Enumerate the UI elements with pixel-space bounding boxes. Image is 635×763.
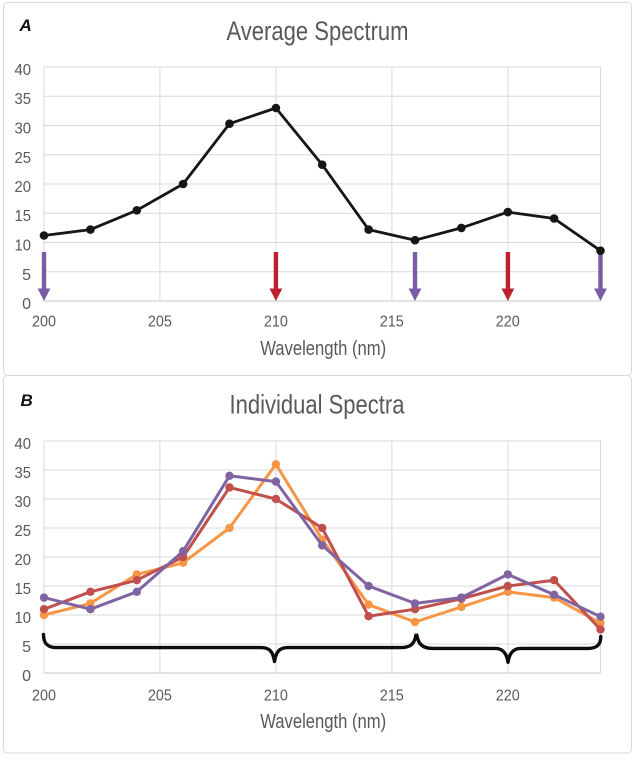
svg-text:205: 205	[148, 688, 172, 705]
svg-text:20: 20	[15, 179, 32, 196]
svg-text:20: 20	[15, 552, 32, 569]
svg-text:0: 0	[22, 296, 31, 313]
svg-text:35: 35	[15, 91, 32, 108]
svg-text:25: 25	[15, 150, 32, 167]
svg-text:30: 30	[15, 494, 32, 511]
svg-text:15: 15	[15, 581, 32, 598]
svg-text:5: 5	[22, 639, 31, 656]
svg-text:5: 5	[22, 267, 31, 284]
svg-text:210: 210	[264, 314, 288, 331]
svg-text:220: 220	[496, 688, 520, 705]
svg-text:40: 40	[15, 436, 32, 453]
svg-text:Average Spectrum: Average Spectrum	[227, 16, 409, 46]
svg-text:10: 10	[15, 238, 32, 255]
svg-text:0: 0	[22, 668, 31, 685]
svg-text:30: 30	[15, 121, 32, 138]
svg-text:215: 215	[380, 688, 404, 705]
svg-text:A: A	[19, 16, 32, 35]
svg-text:25: 25	[15, 523, 32, 540]
svg-text:Wavelength (nm): Wavelength (nm)	[260, 711, 386, 733]
svg-text:210: 210	[264, 688, 288, 705]
svg-text:220: 220	[496, 314, 520, 331]
svg-text:10: 10	[15, 610, 32, 627]
svg-text:215: 215	[380, 314, 404, 331]
svg-text:205: 205	[148, 314, 172, 331]
svg-text:40: 40	[15, 62, 32, 79]
svg-text:Individual Spectra: Individual Spectra	[230, 390, 406, 420]
svg-text:200: 200	[32, 314, 56, 331]
svg-text:35: 35	[15, 465, 32, 482]
svg-text:B: B	[21, 391, 33, 410]
svg-text:Wavelength (nm): Wavelength (nm)	[260, 338, 386, 360]
svg-text:200: 200	[32, 688, 56, 705]
svg-text:15: 15	[15, 208, 32, 225]
